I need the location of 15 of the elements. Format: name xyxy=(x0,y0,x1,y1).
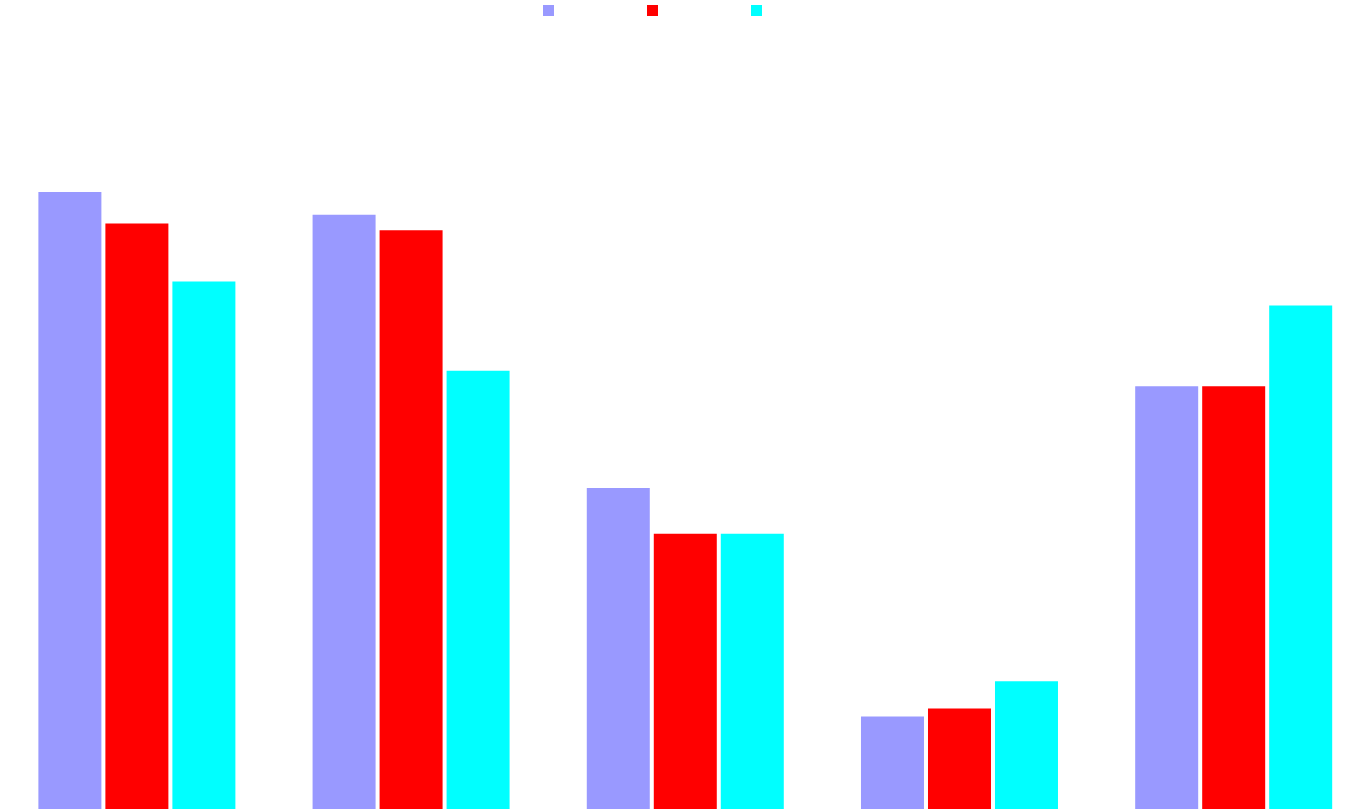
bar xyxy=(1269,305,1333,809)
bar xyxy=(653,533,717,809)
bar xyxy=(312,214,376,809)
bar xyxy=(172,281,236,809)
bar xyxy=(994,681,1058,809)
bar xyxy=(860,716,924,809)
bar xyxy=(1135,386,1199,809)
bar xyxy=(379,230,443,809)
bar xyxy=(105,223,169,809)
bar xyxy=(927,708,991,809)
bar xyxy=(1202,386,1266,809)
bar xyxy=(446,370,510,809)
bar xyxy=(720,533,784,809)
bar xyxy=(586,488,650,809)
bar xyxy=(38,191,102,809)
